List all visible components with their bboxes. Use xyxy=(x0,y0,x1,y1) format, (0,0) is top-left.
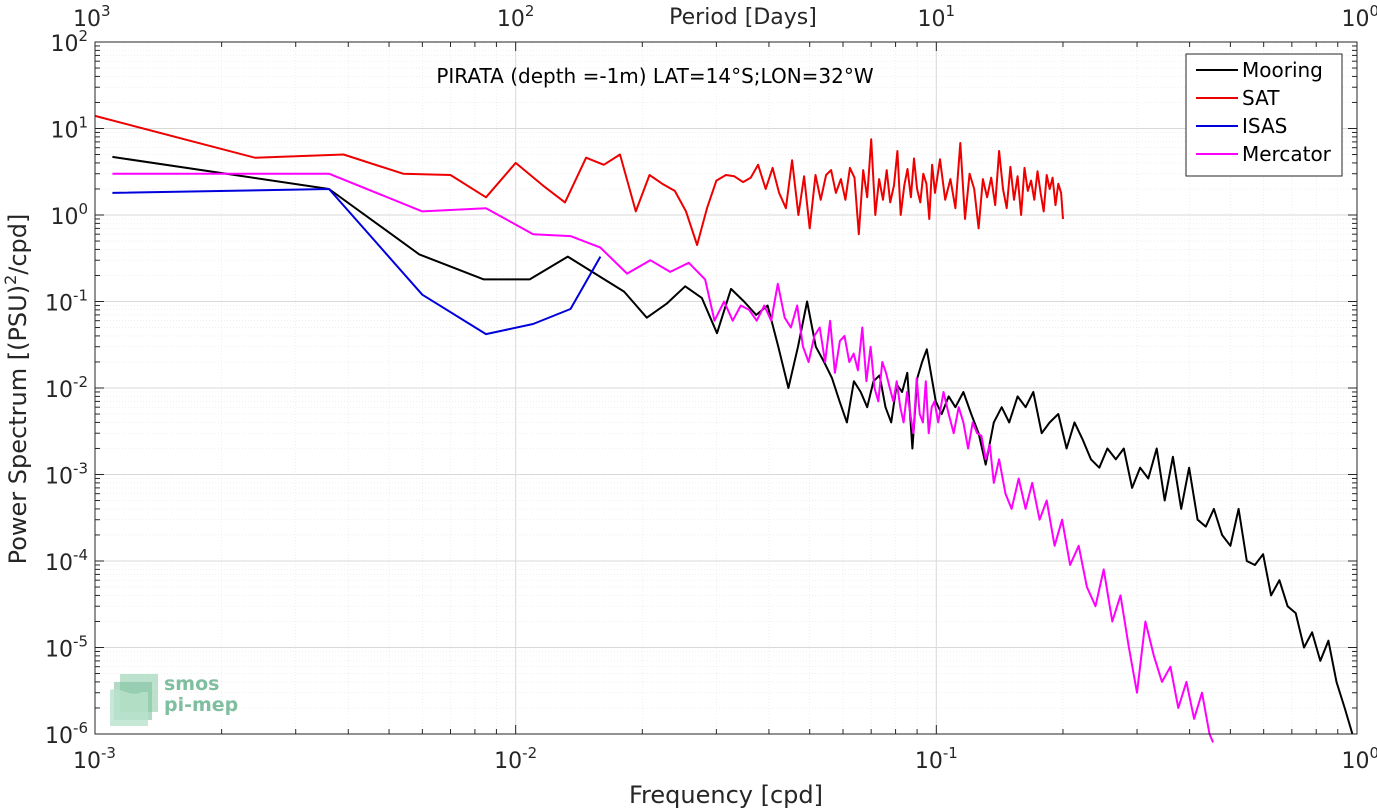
x2-tick-base: 10 xyxy=(497,7,525,32)
x-tick-exp: 0 xyxy=(1369,744,1377,762)
logo-wave-icon xyxy=(110,674,158,726)
y-tick-label: 102 xyxy=(50,27,88,57)
y-tick-label: 10-6 xyxy=(45,719,88,749)
y-tick-base: 10 xyxy=(50,205,78,230)
x2-tick-exp: 0 xyxy=(1369,2,1377,20)
y-axis-label-sup: 2 xyxy=(1,275,20,285)
x-tick-base: 10 xyxy=(494,749,522,774)
y-tick-exp: 1 xyxy=(78,114,88,132)
logo-text: smos pi-mep xyxy=(164,674,238,716)
y-tick-exp: -5 xyxy=(73,633,88,651)
x-tick-label: 10-3 xyxy=(73,744,116,774)
y-tick-base: 10 xyxy=(45,292,73,317)
x2-tick-base: 10 xyxy=(918,7,946,32)
y-tick-label: 10-2 xyxy=(45,373,88,403)
y-tick-exp: 0 xyxy=(78,200,88,218)
x-tick-label: 100 xyxy=(1341,744,1377,774)
x-tick-exp: -3 xyxy=(101,744,116,762)
series-line-sat xyxy=(94,114,1064,246)
y-tick-label: 101 xyxy=(50,114,88,144)
x2-tick-label: 103 xyxy=(73,2,111,32)
x-tick-base: 10 xyxy=(1341,749,1369,774)
x2-tick-label: 101 xyxy=(918,2,956,32)
legend-label: Mooring xyxy=(1242,58,1323,82)
y-axis-label-part2: /cpd] xyxy=(4,214,32,275)
legend-box xyxy=(1185,53,1343,177)
y-tick-exp: -6 xyxy=(73,719,88,737)
series-line-isas xyxy=(112,188,602,336)
x-tick-base: 10 xyxy=(73,749,101,774)
logo-line2: pi-mep xyxy=(164,694,239,716)
x2-tick-exp: 3 xyxy=(101,2,111,20)
x2-tick-label: 100 xyxy=(1341,2,1377,32)
x2-tick-base: 10 xyxy=(1341,7,1369,32)
x2-tick-base: 10 xyxy=(73,7,101,32)
x2-tick-exp: 2 xyxy=(525,2,535,20)
y-axis-label: Power Spectrum [(PSU)2/cpd] xyxy=(1,214,32,565)
y-tick-base: 10 xyxy=(45,724,73,749)
y-tick-base: 10 xyxy=(45,551,73,576)
smos-pimep-logo xyxy=(108,672,258,728)
x2-axis-label: Period [Days] xyxy=(669,5,817,30)
x-tick-exp: -2 xyxy=(522,744,537,762)
legend: Mooring SAT ISAS Mercator xyxy=(1185,53,1343,177)
y-axis-label-part1: Power Spectrum [(PSU) xyxy=(4,285,32,564)
y-tick-label: 100 xyxy=(50,200,88,230)
y-tick-base: 10 xyxy=(50,119,78,144)
series-line-mercator xyxy=(112,172,1215,743)
y-tick-exp: -2 xyxy=(73,373,88,391)
y-tick-base: 10 xyxy=(45,378,73,403)
y-tick-base: 10 xyxy=(45,465,73,490)
x-tick-base: 10 xyxy=(915,749,943,774)
x2-tick-label: 102 xyxy=(497,2,535,32)
legend-label: Mercator xyxy=(1242,142,1332,166)
y-tick-label: 10-5 xyxy=(45,633,88,663)
y-tick-base: 10 xyxy=(45,638,73,663)
x-tick-label: 10-2 xyxy=(494,744,537,774)
y-tick-label: 10-1 xyxy=(45,287,88,317)
legend-label: SAT xyxy=(1242,86,1280,110)
y-tick-exp: 2 xyxy=(78,27,88,45)
y-tick-base: 10 xyxy=(50,32,78,57)
x-axis-label: Frequency [cpd] xyxy=(629,781,823,809)
series-layer xyxy=(94,114,1354,743)
y-tick-exp: -1 xyxy=(73,287,88,305)
y-tick-label: 10-3 xyxy=(45,460,88,490)
y-tick-exp: -4 xyxy=(73,546,88,564)
legend-label: ISAS xyxy=(1242,114,1287,138)
x-tick-label: 10-1 xyxy=(915,744,958,774)
y-tick-exp: -3 xyxy=(73,460,88,478)
x2-tick-exp: 1 xyxy=(946,2,956,20)
logo-line1: smos xyxy=(164,673,220,695)
y-tick-label: 10-4 xyxy=(45,546,88,576)
chart-title: PIRATA (depth =-1m) LAT=14°S;LON=32°W xyxy=(436,64,874,88)
x-tick-exp: -1 xyxy=(943,744,958,762)
